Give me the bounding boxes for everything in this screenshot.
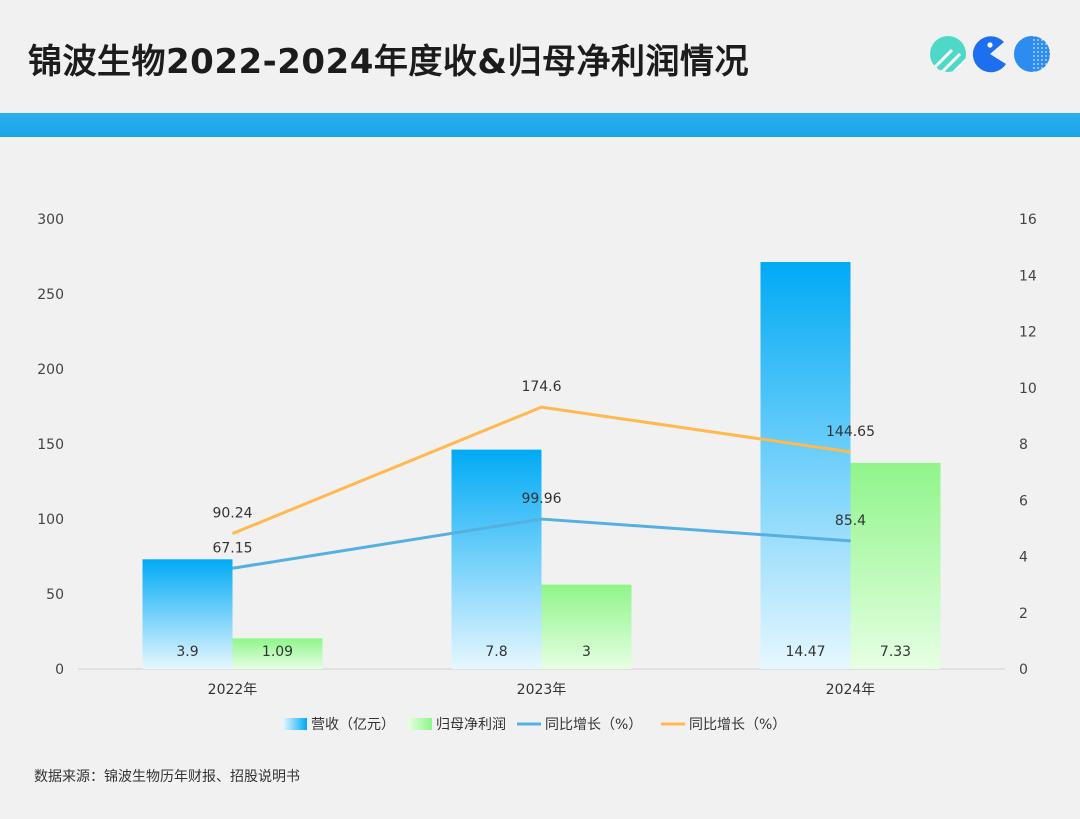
profit-growth-line-point xyxy=(232,533,233,535)
revenue-bar-label: 3.9 xyxy=(176,644,198,660)
lines xyxy=(231,405,851,570)
revenue-bar xyxy=(760,262,851,669)
y-right-tick-label: 0 xyxy=(1019,662,1028,678)
net-profit-bar-label: 3 xyxy=(582,644,591,660)
legend-net-profit-swatch xyxy=(408,718,432,730)
profit-growth-line-label: 90.24 xyxy=(212,506,252,522)
legend-revenue-swatch xyxy=(283,718,307,730)
legend: 营收（亿元） 归母净利润 同比增长（%） 同比增长（%） xyxy=(283,716,786,733)
legend-net-profit-label: 归母净利润 xyxy=(436,716,506,733)
y-right-tick-label: 16 xyxy=(1019,212,1037,228)
revenue-bar-label: 14.47 xyxy=(785,644,825,660)
x-tick-label: 2024年 xyxy=(826,682,876,698)
legend-revenue-label: 营收（亿元） xyxy=(311,717,395,733)
revenue-growth-line-point xyxy=(850,540,851,542)
net-profit-bar xyxy=(232,638,323,669)
net-profit-bar xyxy=(541,584,632,669)
revenue-growth-line-label: 67.15 xyxy=(212,540,252,556)
net-profit-bar-label: 7.33 xyxy=(880,644,911,660)
profit-growth-line-point xyxy=(850,451,851,453)
net-profit-bar xyxy=(850,462,941,669)
y-right-tick-label: 14 xyxy=(1019,268,1037,284)
x-tick-label: 2022年 xyxy=(208,682,258,698)
pacman-icon xyxy=(972,36,1006,73)
revenue-bar xyxy=(451,449,542,669)
y-right-tick-label: 8 xyxy=(1019,437,1028,453)
profit-growth-line-point xyxy=(541,406,542,408)
data-labels: 3.9 7.8 14.47 1.09 3 7.33 67.15 99.96 85.4 90.24 1… xyxy=(176,379,911,660)
y-left-tick-label: 300 xyxy=(37,212,64,228)
y-right-tick-label: 4 xyxy=(1019,550,1028,566)
y-left-tick-label: 0 xyxy=(55,662,64,678)
header-band xyxy=(0,113,1080,137)
bars xyxy=(142,262,941,669)
legend-revenue-growth-label: 同比增长（%） xyxy=(545,717,642,733)
revenue-bar xyxy=(142,559,233,669)
revenue-growth-line-label: 85.4 xyxy=(835,513,866,529)
chart-area: 0 50 100 150 200 250 300 0 2 4 6 8 10 12 14 16 2022年 2023… xyxy=(0,137,1080,757)
y-right-tick-label: 10 xyxy=(1019,381,1037,397)
revenue-growth-line-point xyxy=(541,518,542,520)
y-right-tick-label: 6 xyxy=(1019,493,1028,509)
legend-profit-growth-label: 同比增长（%） xyxy=(689,717,786,733)
y-left-tick-label: 250 xyxy=(37,287,64,303)
revenue-bar-label: 7.8 xyxy=(485,644,507,660)
axes: 0 50 100 150 200 250 300 0 2 4 6 8 10 12 14 16 2022年 2023… xyxy=(37,212,1037,698)
revenue-growth-line-label: 99.96 xyxy=(521,491,561,507)
page-title: 锦波生物2022-2024年度收&归母净利润情况 xyxy=(28,42,750,82)
x-tick-label: 2023年 xyxy=(517,682,567,698)
y-left-tick-label: 50 xyxy=(46,587,64,603)
revenue-growth-line-point xyxy=(232,567,233,569)
dotted-circle-icon xyxy=(1014,36,1050,72)
y-right-tick-label: 2 xyxy=(1019,606,1028,622)
y-left-tick-label: 200 xyxy=(37,362,64,378)
profit-growth-line-label: 144.65 xyxy=(826,424,875,440)
profit-growth-line-label: 174.6 xyxy=(521,379,561,395)
y-left-tick-label: 150 xyxy=(37,437,64,453)
y-left-tick-label: 100 xyxy=(37,512,64,528)
data-source: 数据来源：锦波生物历年财报、招股说明书 xyxy=(34,769,300,785)
header: 锦波生物2022-2024年度收&归母净利润情况 xyxy=(0,0,1080,113)
chart: 0 50 100 150 200 250 300 0 2 4 6 8 10 12 14 16 2022年 2023… xyxy=(37,212,1037,733)
net-profit-bar-label: 1.09 xyxy=(262,644,293,660)
striped-circle-icon xyxy=(930,36,966,72)
y-right-tick-label: 12 xyxy=(1019,325,1037,341)
brand-logo xyxy=(930,36,1050,73)
